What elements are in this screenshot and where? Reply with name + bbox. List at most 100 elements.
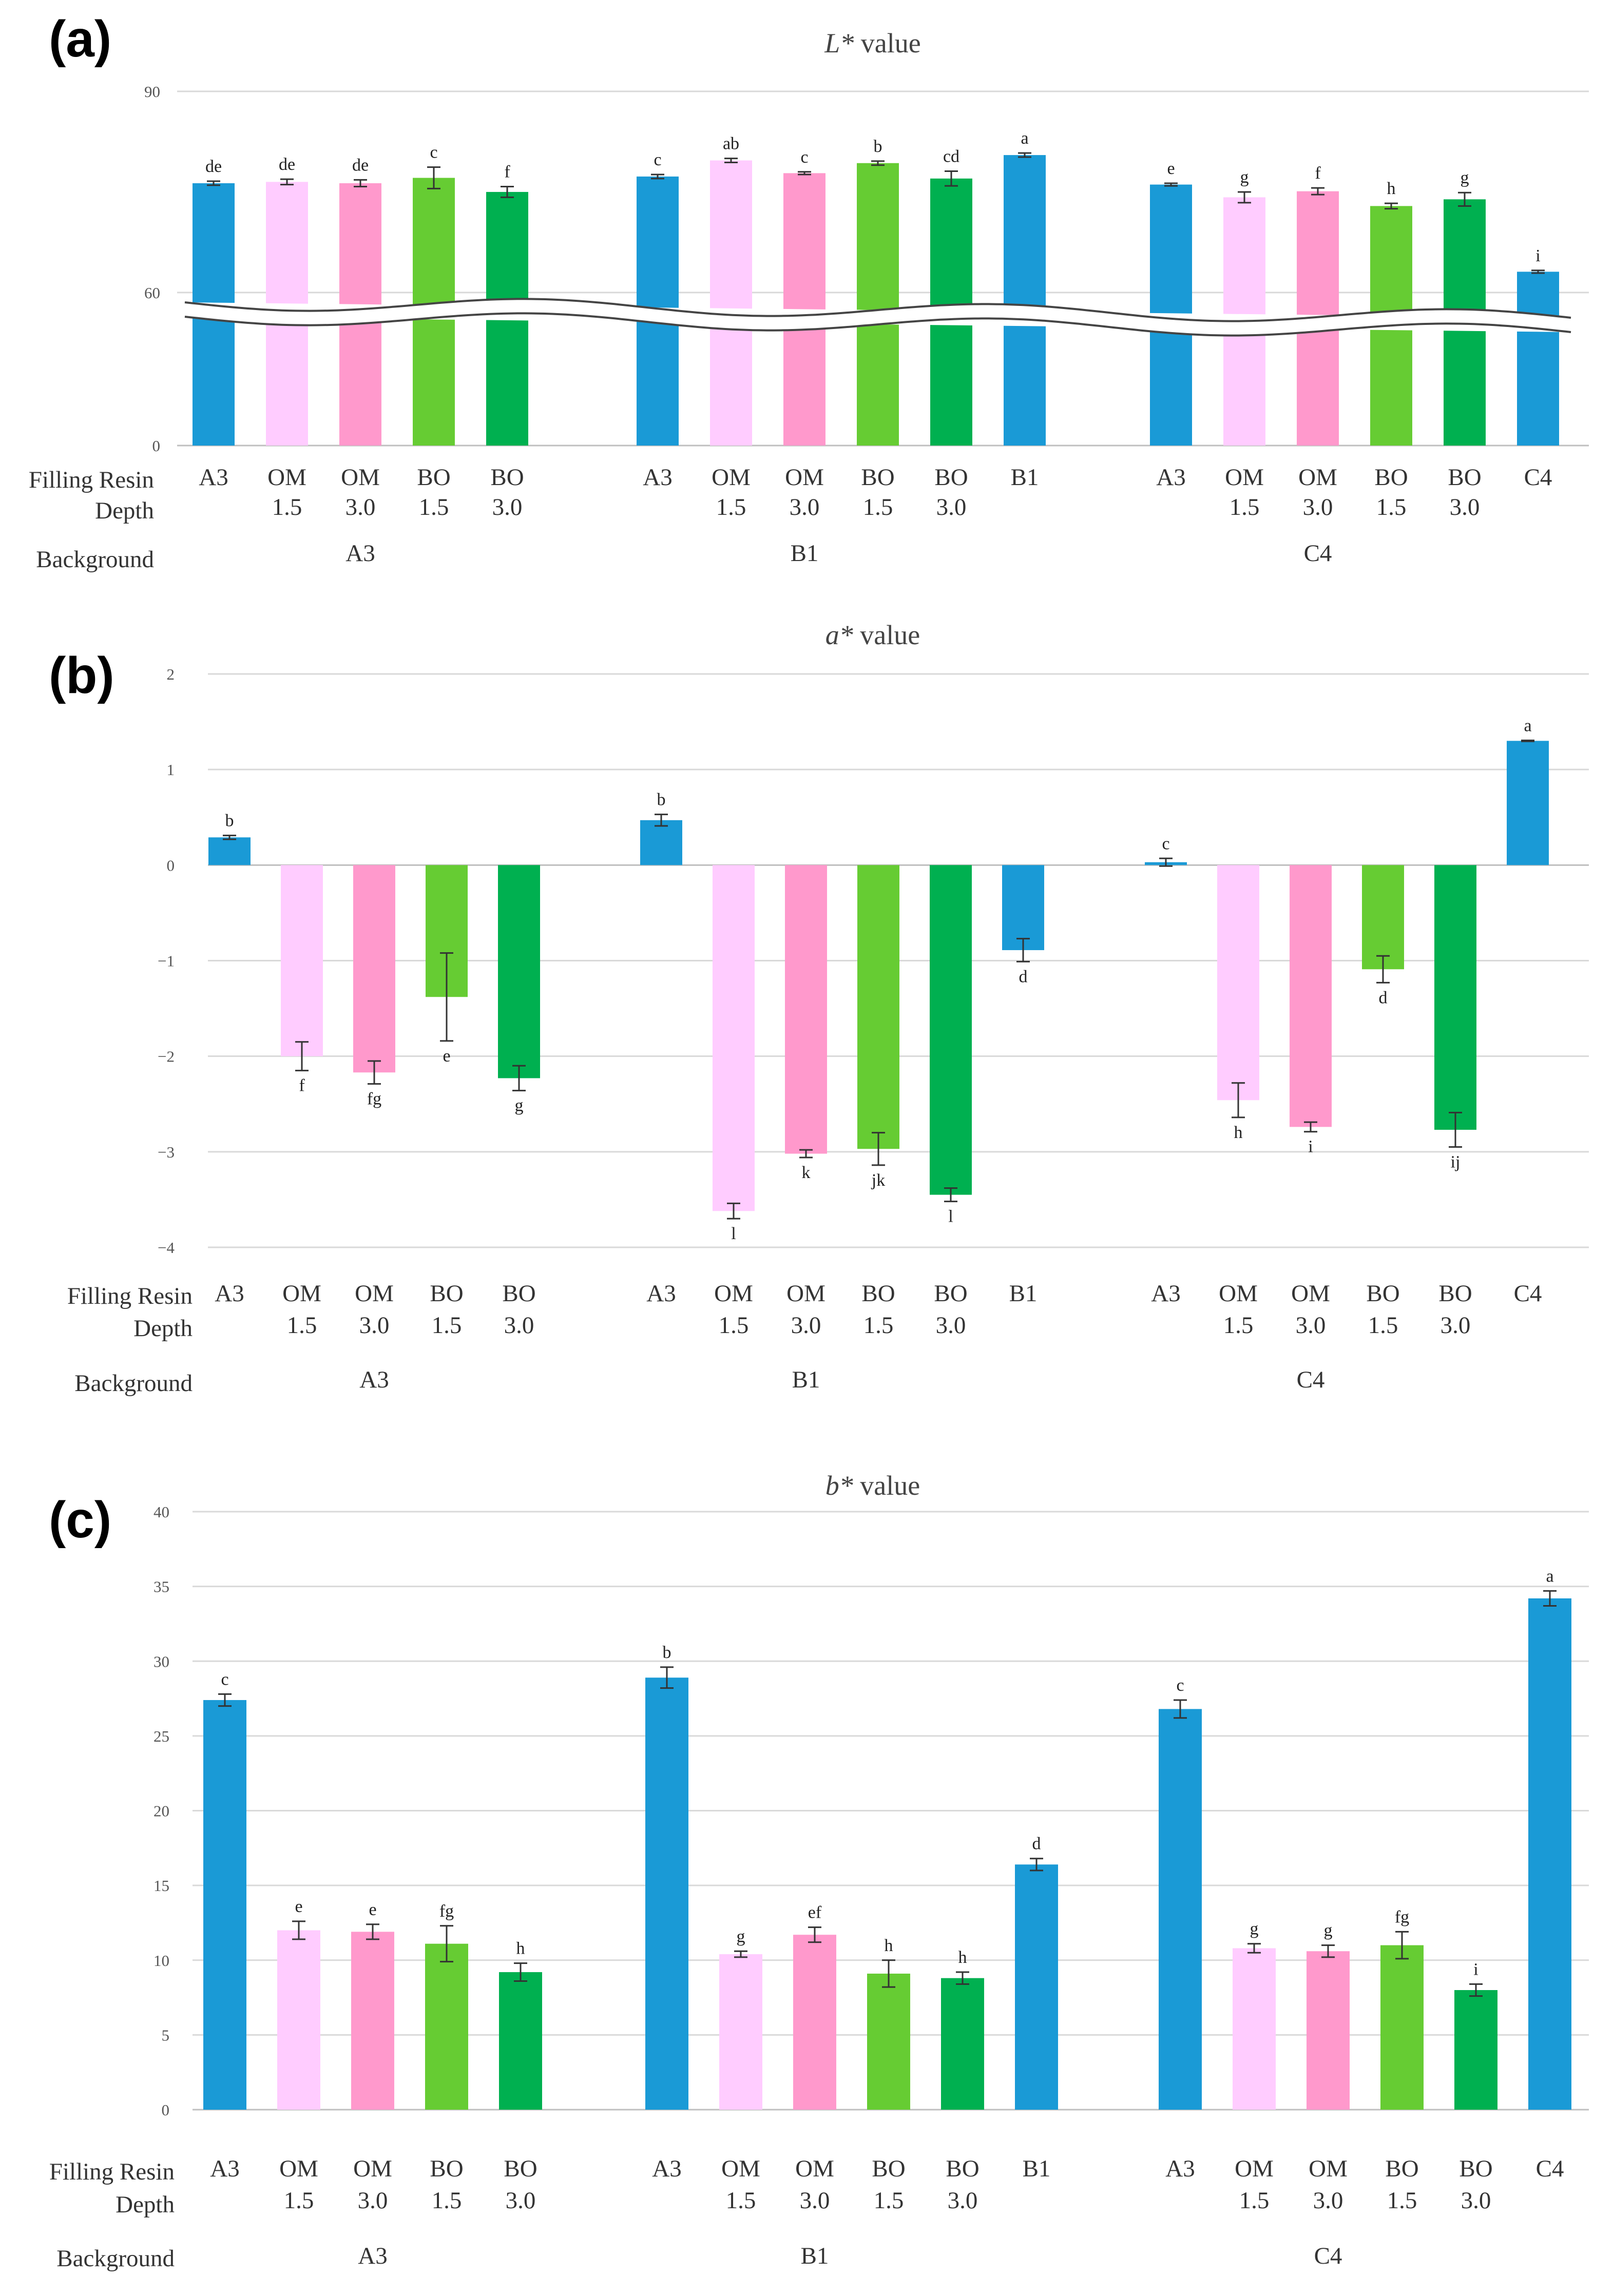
significance-letter: g <box>1240 168 1249 187</box>
x-tick-label-depth: 1.5 <box>1239 2187 1270 2214</box>
significance-letter: b <box>225 812 234 831</box>
y-tick-label: 1 <box>167 761 175 779</box>
x-tick-label-depth: 1.5 <box>284 2187 314 2214</box>
error-bar <box>808 1926 821 1943</box>
row-label-background-b: Background <box>74 1370 193 1397</box>
significance-letter: ab <box>723 134 739 153</box>
x-tick-label-depth: 1.5 <box>726 2187 756 2214</box>
labels-b: −4 −3 −2 −1 0 1 2 b A3 f OM 1.5 fg OM 3.0 e BO 1.5 g BO 3.0 A… <box>158 665 1542 1393</box>
x-tick-label-resin: OM <box>341 464 380 491</box>
x-tick-label-depth: 3.0 <box>936 494 967 520</box>
bar <box>498 865 540 1078</box>
bar <box>203 1700 246 2110</box>
significance-letter: a <box>1524 716 1531 735</box>
significance-letter: e <box>369 1900 376 1919</box>
error-bar <box>295 1041 309 1072</box>
bar <box>857 865 899 1149</box>
significance-letter: c <box>654 150 661 169</box>
x-tick-label-depth: 1.5 <box>287 1312 317 1339</box>
x-tick-label-depth: 3.0 <box>492 494 523 520</box>
x-tick-label-resin: OM <box>1309 2155 1348 2182</box>
error-bar <box>366 1923 379 1940</box>
x-tick-label-depth: 1.5 <box>1223 1312 1254 1339</box>
y-tick-label: −2 <box>158 1048 175 1066</box>
error-bar <box>871 160 885 166</box>
bar <box>499 1972 542 2110</box>
bar <box>710 160 752 446</box>
error-bar <box>223 835 236 840</box>
error-bar <box>651 173 664 180</box>
x-tick-label-resin: BO <box>872 2155 905 2182</box>
significance-letter: h <box>885 1936 893 1955</box>
significance-letter: b <box>874 137 882 156</box>
x-tick-label-depth: 3.0 <box>936 1312 966 1339</box>
error-bar <box>501 185 514 198</box>
x-group-label-background: C4 <box>1297 1366 1325 1393</box>
x-tick-label-resin: OM <box>279 2155 318 2182</box>
x-tick-label-resin: OM <box>282 1280 321 1307</box>
x-tick-label-depth: 3.0 <box>790 494 820 520</box>
bar <box>1217 865 1259 1101</box>
bar <box>1517 272 1559 446</box>
x-tick-label-resin: A3 <box>643 464 672 491</box>
significance-letter: d <box>1019 967 1028 986</box>
error-bar <box>727 1202 740 1220</box>
bar <box>1454 1990 1497 2110</box>
x-tick-label-resin: OM <box>353 2155 392 2182</box>
x-tick-label-resin: OM <box>355 1280 394 1307</box>
significance-letter: i <box>1535 246 1540 265</box>
bar <box>1159 1709 1202 2110</box>
x-tick-label-resin: OM <box>786 1280 825 1307</box>
y-tick-label: 90 <box>144 83 160 101</box>
x-tick-label-resin: BO <box>1459 2155 1492 2182</box>
bar <box>719 1954 762 2110</box>
bar <box>857 163 899 446</box>
axis-break-band <box>185 299 1571 336</box>
error-bar <box>799 1149 813 1159</box>
error-bar <box>724 158 738 163</box>
x-tick-label-depth: 1.5 <box>1230 494 1260 520</box>
x-tick-label-depth: 3.0 <box>358 2187 388 2214</box>
significance-letter: e <box>443 1047 450 1066</box>
bar <box>713 865 755 1211</box>
panel-c-b-value: (c) b* value 0 5 10 15 20 25 30 35 40 c A3 e OM 1.5 e O… <box>49 1470 1589 2272</box>
error-bar <box>440 1925 453 1963</box>
error-bar <box>734 1950 747 1958</box>
error-bar <box>1164 182 1178 187</box>
panel-label-c: (c) <box>49 1491 111 1549</box>
x-tick-label-resin: BO <box>861 464 894 491</box>
error-bar <box>1395 1931 1409 1960</box>
x-tick-label-resin: OM <box>785 464 824 491</box>
x-tick-label-resin: OM <box>1291 1280 1330 1307</box>
x-tick-label-resin: BO <box>430 1280 463 1307</box>
x-tick-label-resin: C4 <box>1536 2155 1564 2182</box>
panel-label-b: (b) <box>49 647 114 704</box>
bar <box>1290 865 1332 1127</box>
x-tick-label-resin: A3 <box>652 2155 681 2182</box>
y-tick-label: 0 <box>162 2101 170 2119</box>
labels-a: 0 60 90 de A3 de OM 1.5 de OM 3.0 c BO 1.5 f BO 3.0 A3 c A3… <box>144 83 1552 567</box>
row-label-filling-resin-c: Filling Resin <box>49 2158 175 2185</box>
x-tick-label-depth: 1.5 <box>863 494 893 520</box>
significance-letter: e <box>1167 159 1175 178</box>
x-group-label-background: B1 <box>792 1366 820 1393</box>
y-tick-label: 20 <box>153 1802 169 1820</box>
significance-letter: d <box>1379 988 1388 1007</box>
bars-c <box>203 1590 1571 2110</box>
x-tick-label-depth: 1.5 <box>272 494 302 520</box>
significance-letter: h <box>958 1948 967 1967</box>
x-tick-label-depth: 1.5 <box>863 1312 894 1339</box>
significance-letter: fg <box>439 1902 454 1921</box>
significance-letter: a <box>1546 1567 1553 1586</box>
significance-letter: i <box>1473 1960 1478 1979</box>
significance-letter: k <box>802 1163 811 1182</box>
error-bar <box>354 179 367 187</box>
x-tick-label-resin: C4 <box>1524 464 1552 491</box>
bar <box>277 1930 320 2110</box>
x-group-label-background: A3 <box>345 540 375 567</box>
significance-letter: g <box>1250 1920 1259 1939</box>
x-tick-label-depth: 3.0 <box>345 494 376 520</box>
row-label-background-c: Background <box>56 2245 175 2272</box>
significance-letter: h <box>1387 179 1396 198</box>
x-tick-label-depth: 1.5 <box>419 494 449 520</box>
